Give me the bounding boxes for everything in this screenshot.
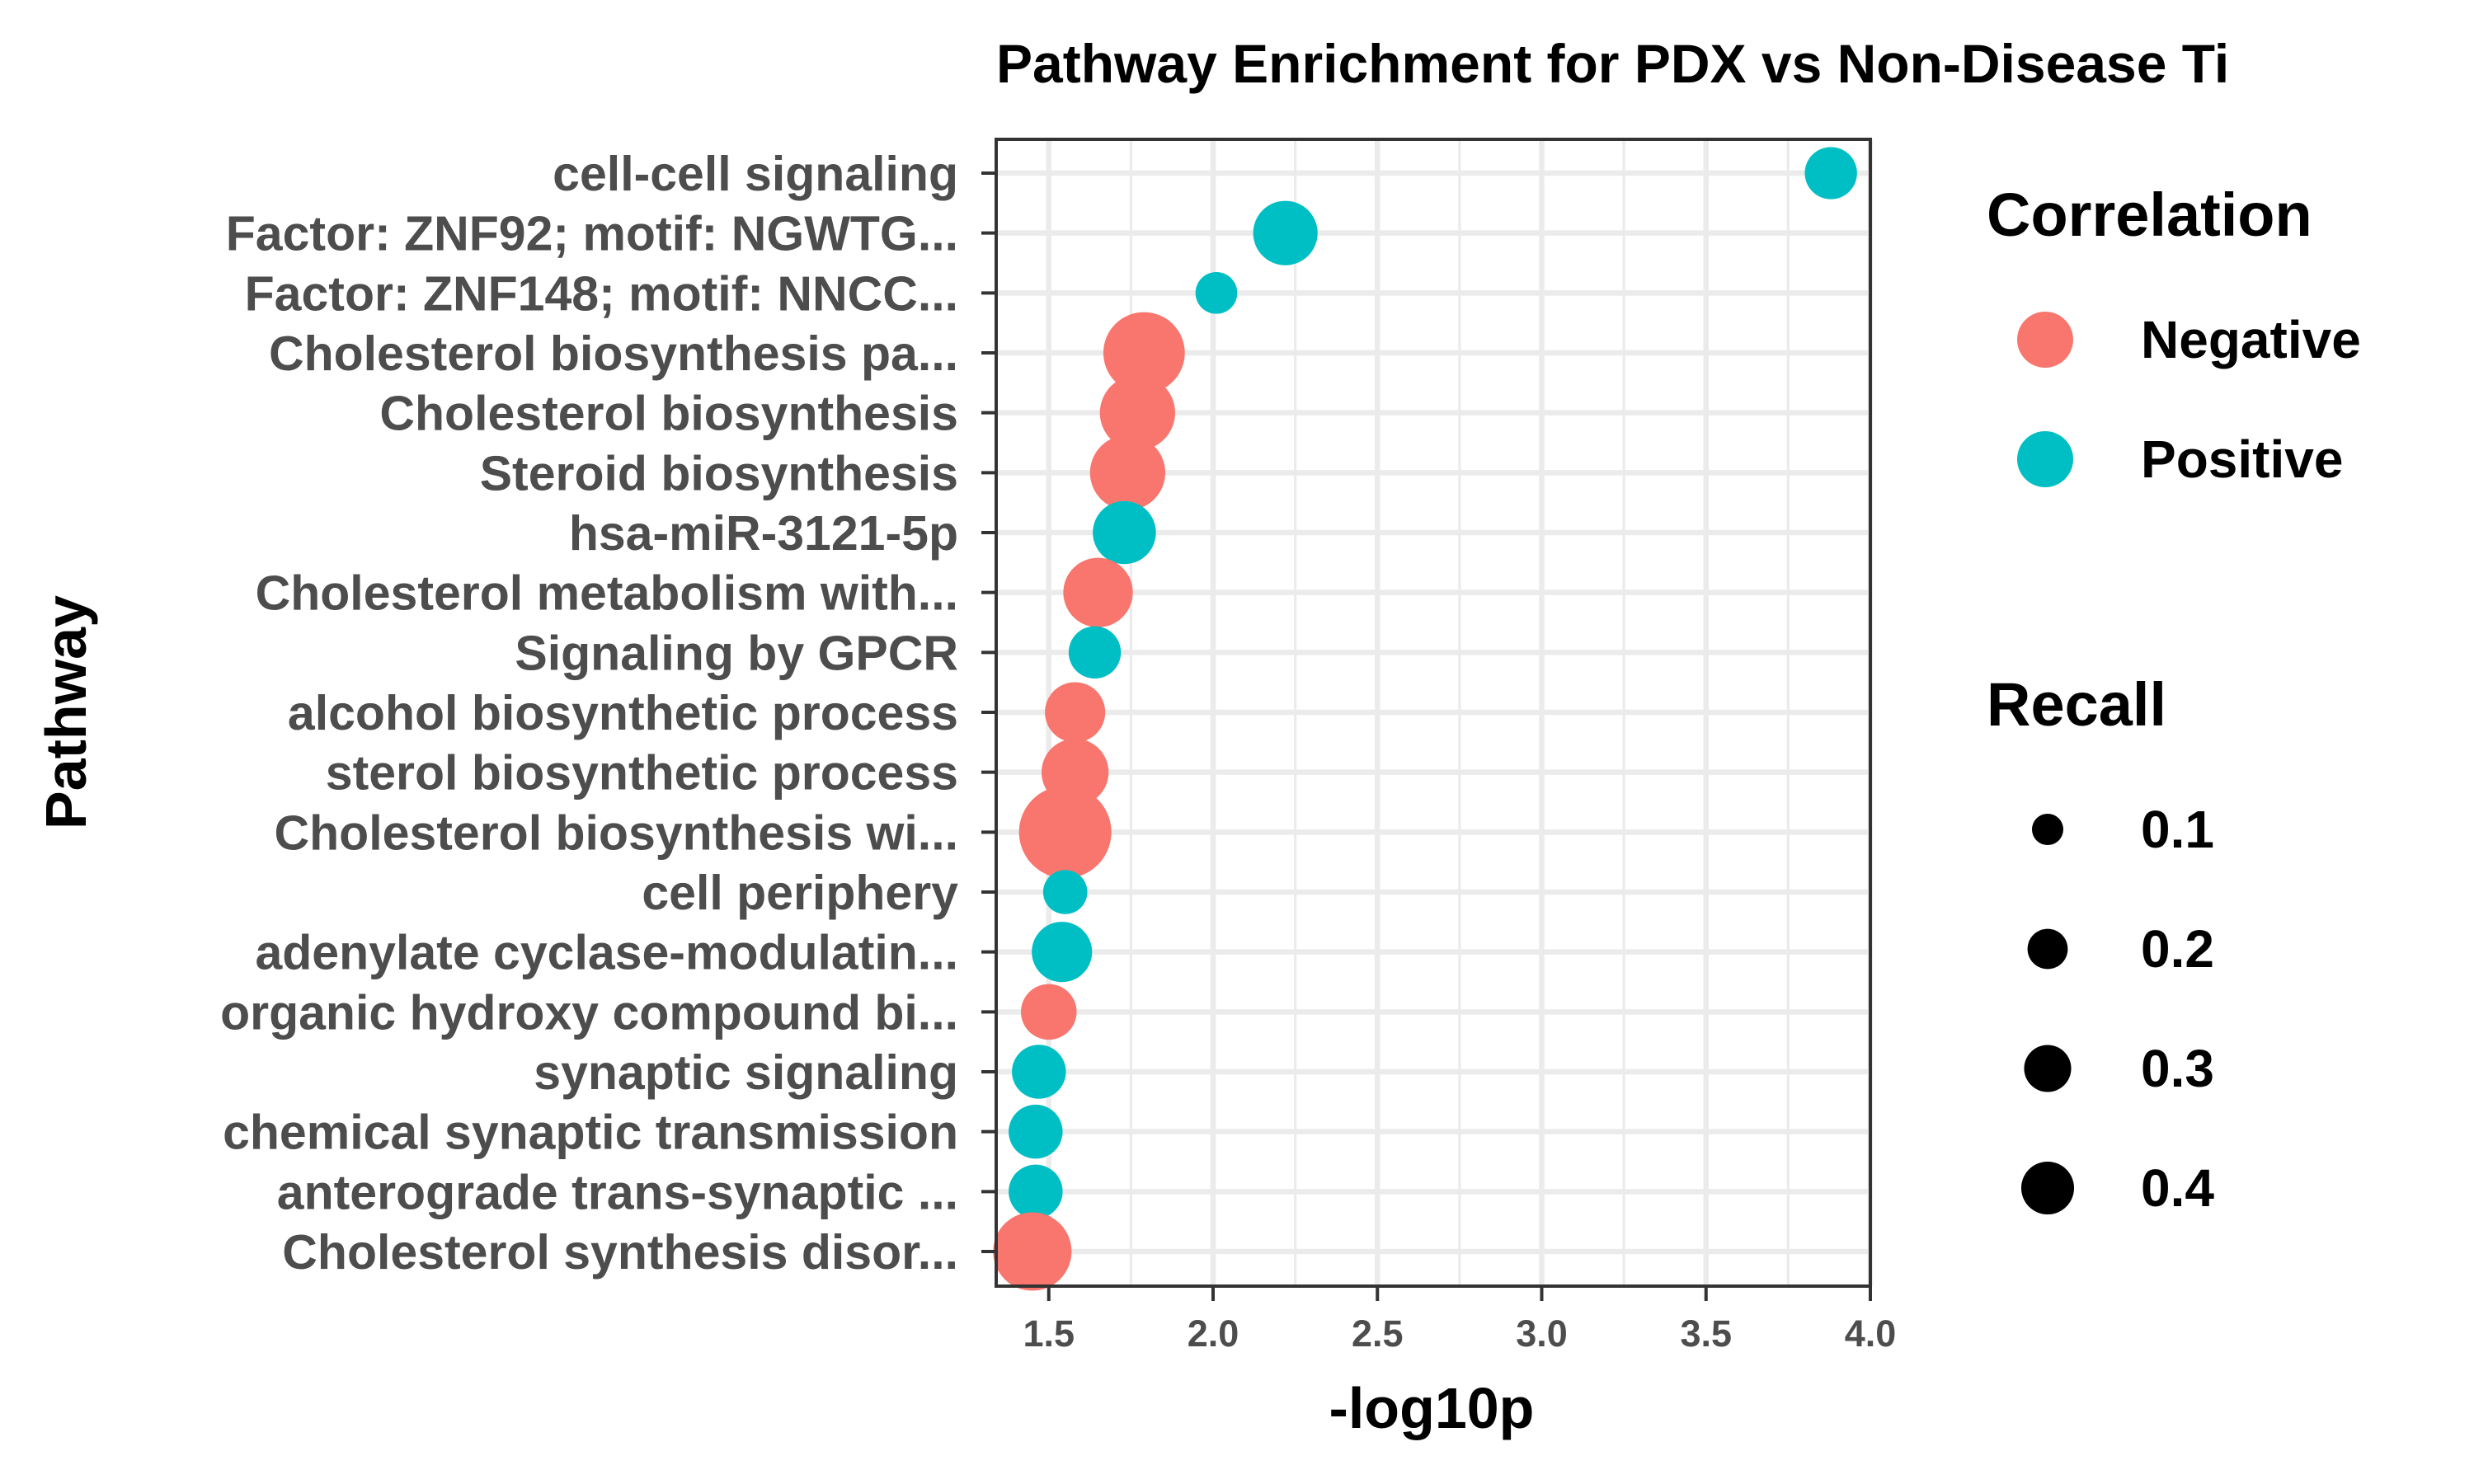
data-point — [1045, 682, 1106, 743]
legend-size-key — [2020, 1161, 2075, 1215]
legend-color-label: Positive — [2141, 430, 2343, 489]
y-axis-title: Pathway — [34, 595, 98, 829]
x-tick-label: 3.5 — [1680, 1313, 1732, 1355]
data-point — [1195, 272, 1238, 314]
data-point — [1009, 1164, 1063, 1219]
legend-size-label: 0.4 — [2141, 1158, 2214, 1218]
legend-color-key — [2017, 431, 2073, 487]
legend-color-label: Negative — [2141, 310, 2361, 369]
y-tick-label: Steroid biosynthesis — [480, 446, 958, 500]
y-tick-label: hsa-miR-3121-5p — [569, 506, 958, 561]
y-tick-label: Factor: ZNF92; motif: NGWTG... — [226, 207, 958, 261]
legend-size-key — [2024, 1045, 2072, 1092]
y-tick-label: chemical synaptic transmission — [223, 1106, 958, 1160]
x-tick-label: 4.0 — [1845, 1313, 1897, 1355]
legend-size-label: 0.3 — [2141, 1039, 2214, 1098]
grid-lines — [996, 139, 1874, 1286]
y-tick-label: cell periphery — [642, 866, 958, 920]
data-point — [1032, 922, 1093, 983]
data-points — [993, 147, 1857, 1291]
data-point — [1009, 1104, 1063, 1159]
data-point — [1012, 1045, 1066, 1099]
data-point — [1253, 200, 1318, 265]
data-point — [1804, 147, 1857, 200]
y-tick-label: Cholesterol biosynthesis — [379, 387, 958, 441]
data-point — [1063, 557, 1133, 627]
x-axis-title: -log10p — [1329, 1376, 1535, 1440]
data-point — [1068, 626, 1122, 679]
legend-correlation-title: Correlation — [1987, 181, 2312, 249]
data-point — [1103, 312, 1185, 394]
y-axis: cell-cell signaling Factor: ZNF92; motif:… — [220, 147, 996, 1280]
legend-size-key — [2031, 813, 2064, 846]
legend-recall-title: Recall — [1987, 670, 2166, 739]
y-tick-label: Cholesterol metabolism with... — [256, 566, 958, 621]
y-tick-label: Signaling by GPCR — [515, 626, 958, 680]
legend-correlation: Correlation Negative Positive — [1987, 181, 2361, 489]
data-point — [1042, 870, 1088, 914]
y-tick-label: Cholesterol synthesis disor... — [282, 1225, 958, 1280]
y-tick-label: synaptic signaling — [534, 1045, 958, 1100]
y-tick-label: organic hydroxy compound bi... — [220, 985, 958, 1040]
x-tick-label: 1.5 — [1023, 1313, 1075, 1355]
x-tick-label: 2.5 — [1352, 1313, 1404, 1355]
data-point — [1018, 786, 1112, 879]
x-tick-label: 3.0 — [1516, 1313, 1568, 1355]
data-point — [1089, 434, 1166, 510]
data-point — [1099, 375, 1175, 451]
y-tick-label: Factor: ZNF148; motif: NNCC... — [245, 266, 958, 321]
data-point — [1093, 500, 1156, 565]
y-tick-label: alcohol biosynthetic process — [288, 686, 958, 740]
x-tick-label: 2.0 — [1188, 1313, 1239, 1355]
legend-size-key — [2027, 928, 2068, 970]
chart-title: Pathway Enrichment for PDX vs Non-Diseas… — [996, 33, 2229, 94]
y-tick-label: Cholesterol biosynthesis wi... — [275, 805, 958, 860]
y-tick-label: Cholesterol biosynthesis pa... — [269, 326, 958, 381]
legend-size-label: 0.1 — [2141, 800, 2214, 859]
x-axis: 1.5 2.0 2.5 3.0 3.5 4.0 — [1023, 1286, 1896, 1355]
y-tick-label: anterograde trans-synaptic ... — [277, 1165, 958, 1219]
data-point — [993, 1212, 1072, 1291]
legend-recall: Recall 0.1 0.2 0.3 0.4 — [1987, 670, 2214, 1218]
y-tick-label: adenylate cyclase-modulatin... — [255, 926, 958, 980]
y-tick-label: cell-cell signaling — [553, 147, 958, 201]
legend-size-label: 0.2 — [2141, 919, 2214, 979]
plot-panel — [993, 138, 1874, 1291]
y-tick-label: sterol biosynthetic process — [326, 746, 958, 801]
legend-color-key — [2017, 312, 2073, 368]
data-point — [1021, 984, 1077, 1040]
